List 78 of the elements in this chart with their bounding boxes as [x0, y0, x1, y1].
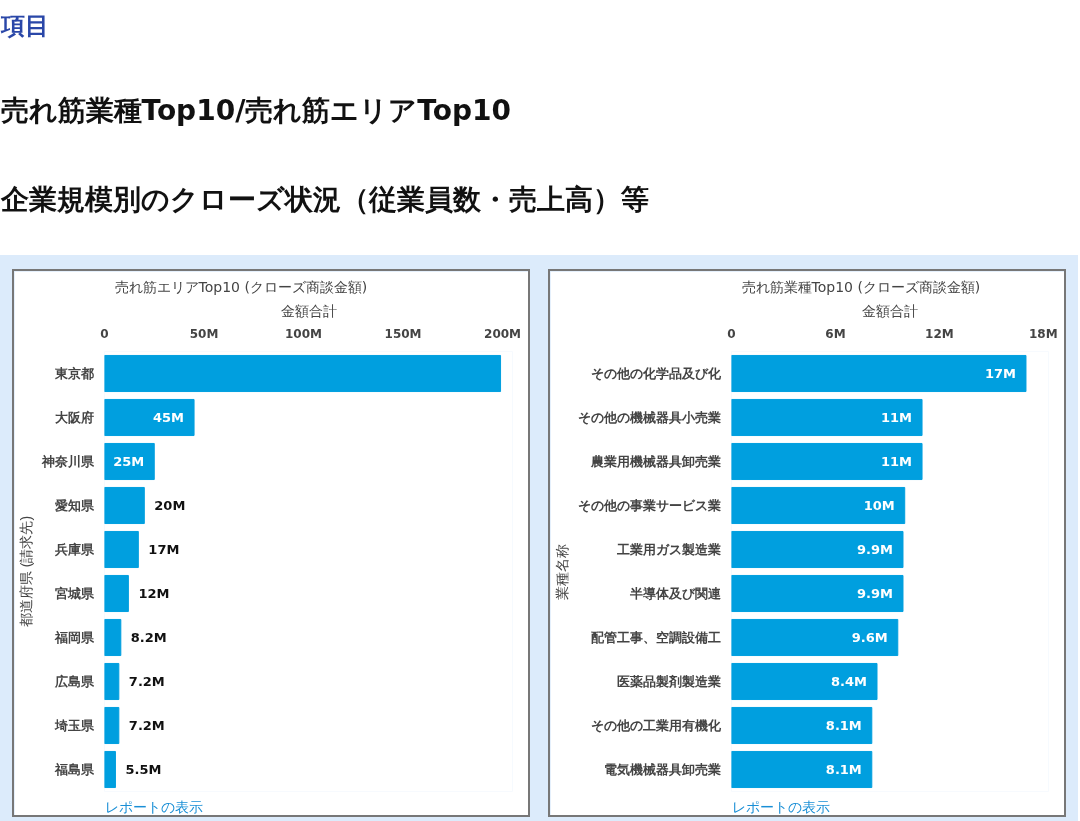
bar — [731, 574, 904, 613]
y-tick-label: その他の事業サービス業 — [577, 498, 721, 513]
data-label: 8.1M — [825, 718, 862, 733]
x-tick-label: 18M — [1028, 326, 1058, 341]
y-tick-label: その他の化学品及び化 — [590, 366, 722, 381]
data-label: 45M — [153, 410, 185, 425]
text: レポートの表示 — [104, 798, 203, 815]
x-tick-label: 150M — [384, 326, 422, 341]
y-tick-label: 配管工事、空調設備工 — [590, 630, 721, 645]
data-label: 7.2M — [128, 674, 165, 689]
text: 企業規模別のクローズ状況（従業員数・売上高）等 — [0, 182, 649, 216]
x-tick-label: 6M — [825, 326, 846, 341]
y-tick-label: 農業用機械器具卸売業 — [589, 454, 721, 469]
data-label: 8.1M — [825, 762, 862, 777]
y-tick-label: 福岡県 — [53, 630, 95, 645]
bar — [731, 530, 904, 569]
y-tick-label: 兵庫県 — [53, 542, 95, 557]
data-label: 12M — [138, 586, 170, 601]
text: 項目 — [0, 12, 49, 40]
data-label: 17M — [984, 366, 1016, 381]
y-tick-label: 広島県 — [53, 674, 95, 689]
x-tick-label: 12M — [925, 326, 954, 341]
data-label: 11M — [881, 454, 913, 469]
data-label: 5.5M — [125, 762, 162, 777]
x-axis-title: 金額合計 — [862, 302, 918, 319]
data-label: 9.6M — [851, 630, 888, 645]
bar — [731, 354, 1027, 393]
y-tick-label: 宮城県 — [54, 586, 95, 601]
data-label: 9.9M — [857, 586, 893, 601]
y-tick-label: 工業用ガス製造業 — [615, 542, 721, 557]
y-tick-label: 電気機械器具卸売業 — [603, 762, 721, 777]
data-label: 7.2M — [128, 718, 165, 733]
x-tick-label: 0 — [727, 326, 736, 341]
data-label: 20M — [154, 498, 186, 513]
bar — [104, 574, 129, 613]
bar — [731, 662, 878, 701]
data-label: 17M — [148, 542, 180, 557]
data-label: 8.2M — [130, 630, 167, 645]
y-tick-label: 医薬品製剤製造業 — [616, 674, 721, 689]
bar — [104, 662, 120, 701]
bar — [731, 398, 923, 437]
y-axis-title: 業種名称 — [553, 543, 570, 600]
y-tick-label: 神奈川県 — [40, 454, 95, 469]
y-axis-title: 都道府県 (請求先) — [17, 515, 34, 628]
bar — [104, 354, 502, 393]
x-axis-title: 金額合計 — [280, 302, 337, 319]
text: レポートの表示 — [731, 798, 830, 815]
x-tick-label: 100M — [285, 326, 323, 341]
x-tick-label: 200M — [484, 326, 522, 341]
data-label: 8.4M — [831, 674, 868, 689]
y-tick-label: その他の機械器具小売業 — [577, 410, 721, 425]
x-tick-label: 0 — [100, 326, 109, 341]
y-tick-label: 福島県 — [53, 762, 95, 777]
chart-title: 売れ筋業種Top10 (クローズ商談金額) — [741, 278, 981, 295]
data-label: 11M — [881, 410, 913, 425]
bar — [104, 486, 145, 525]
data-label: 9.9M — [857, 542, 893, 557]
bar — [104, 750, 116, 789]
bar — [731, 486, 906, 525]
bar — [104, 530, 139, 569]
y-tick-label: 東京都 — [53, 366, 94, 381]
text: 売れ筋業種Top10/売れ筋エリアTop10 — [0, 93, 511, 127]
bar — [731, 442, 923, 481]
y-tick-label: 半導体及び関連 — [628, 586, 722, 601]
bar — [104, 618, 122, 657]
y-tick-label: その他の工業用有機化 — [590, 718, 722, 733]
bar — [104, 398, 195, 437]
y-tick-label: 愛知県 — [54, 498, 95, 513]
x-tick-label: 50M — [189, 326, 219, 341]
bar — [104, 706, 120, 745]
data-label: 25M — [113, 454, 145, 469]
bar — [731, 618, 899, 657]
y-tick-label: 埼玉県 — [53, 718, 95, 733]
bar — [731, 706, 873, 745]
bar — [731, 750, 873, 789]
y-tick-label: 大阪府 — [54, 410, 94, 425]
chart-title: 売れ筋エリアTop10 (クローズ商談金額) — [114, 278, 368, 295]
data-label: 10M — [863, 498, 895, 513]
